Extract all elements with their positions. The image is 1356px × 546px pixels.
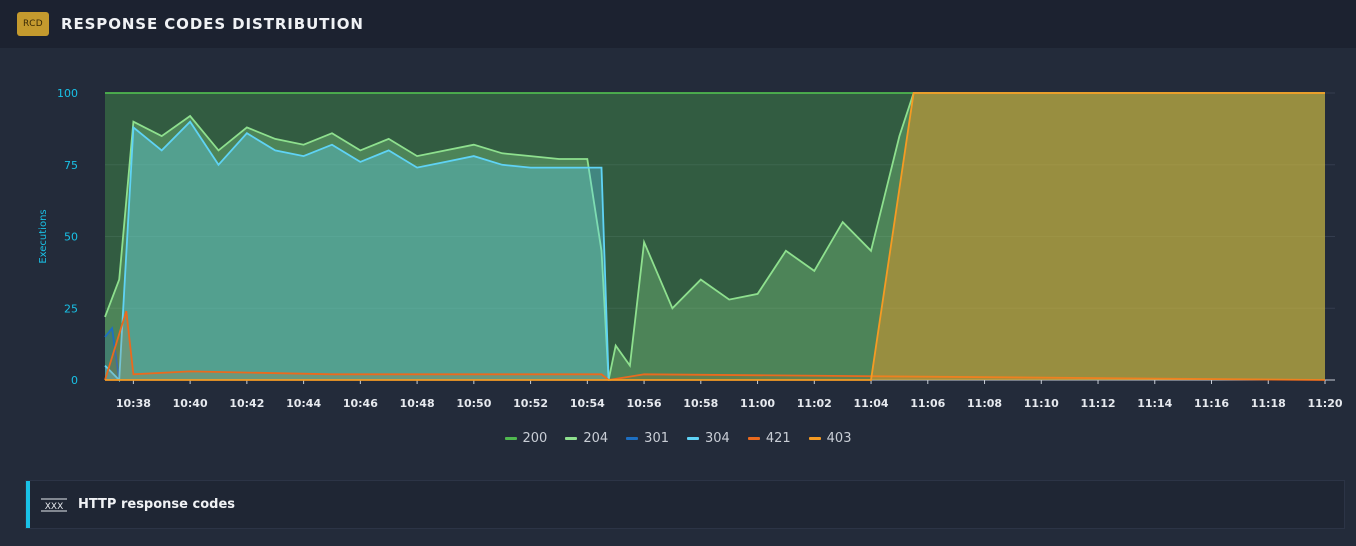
rcd-badge: RCD bbox=[17, 12, 49, 36]
legend-label: 421 bbox=[765, 430, 791, 446]
series-line-301 bbox=[104, 326, 121, 381]
y-tick-label: 50 bbox=[64, 231, 78, 244]
info-label: HTTP response codes bbox=[78, 497, 236, 512]
x-tick-label: 11:18 bbox=[1251, 397, 1286, 410]
x-tick-label: 11:14 bbox=[1137, 397, 1172, 410]
legend-swatch bbox=[504, 436, 517, 440]
chart-legend: 200 204 301 304 421 403 bbox=[0, 430, 1356, 446]
x-tick-label: 11:08 bbox=[967, 397, 1002, 410]
series-area-304 bbox=[105, 121, 609, 380]
legend-swatch bbox=[747, 436, 760, 440]
x-tick-label: 10:42 bbox=[229, 397, 264, 410]
legend-item-204[interactable]: 204 bbox=[565, 430, 608, 446]
x-tick-label: 10:58 bbox=[683, 397, 718, 410]
legend-swatch bbox=[626, 436, 639, 440]
series-line-204 bbox=[104, 92, 1325, 381]
x-tick-label: 11:04 bbox=[854, 397, 889, 410]
y-tick-label: 75 bbox=[64, 159, 78, 172]
y-tick-label: 0 bbox=[71, 374, 78, 387]
x-tick-label: 11:12 bbox=[1081, 397, 1116, 410]
legend-label: 200 bbox=[522, 430, 548, 446]
series-area-204 bbox=[105, 93, 1325, 380]
legend-label: 301 bbox=[644, 430, 669, 446]
legend-swatch bbox=[687, 436, 699, 440]
series-area-421 bbox=[105, 311, 1325, 380]
legend-item-421[interactable]: 421 bbox=[747, 430, 791, 446]
x-tick-label: 10:48 bbox=[400, 397, 435, 410]
x-tick-label: 11:00 bbox=[740, 397, 775, 410]
series-line-421 bbox=[104, 310, 1326, 381]
y-axis-label: Executions bbox=[38, 209, 49, 263]
x-tick-label: 10:52 bbox=[513, 397, 548, 410]
info-panel: XXX HTTP response codes bbox=[25, 480, 1345, 529]
legend-label: 403 bbox=[826, 430, 852, 446]
y-tick-label: 25 bbox=[64, 302, 78, 315]
xxx-icon: XXX bbox=[40, 497, 68, 513]
panel-title: RESPONSE CODES DISTRIBUTION bbox=[61, 15, 364, 33]
legend-item-304[interactable]: 304 bbox=[687, 430, 730, 446]
series-line-304 bbox=[104, 120, 610, 383]
response-codes-chart: 0 25 50 75 100 10:38 10:40 10:42 10:44 10:46 10:48… bbox=[38, 87, 1343, 410]
legend-item-403[interactable]: 403 bbox=[808, 430, 852, 446]
x-tick-label: 10:46 bbox=[343, 397, 378, 410]
legend-label: 204 bbox=[583, 430, 609, 446]
x-tick-label: 10:40 bbox=[173, 397, 208, 410]
y-tick-label: 100 bbox=[57, 87, 78, 100]
x-tick-label: 10:56 bbox=[627, 397, 662, 410]
info-accent-bar bbox=[26, 481, 30, 528]
legend-swatch bbox=[565, 436, 578, 440]
series-area-200 bbox=[105, 93, 1325, 380]
legend-item-301[interactable]: 301 bbox=[626, 430, 669, 446]
legend-item-200[interactable]: 200 bbox=[504, 430, 548, 446]
x-tick-label: 11:16 bbox=[1194, 397, 1229, 410]
series-area-403 bbox=[105, 93, 1325, 380]
x-tick-label: 10:50 bbox=[456, 397, 491, 410]
x-tick-label: 11:02 bbox=[797, 397, 832, 410]
svg-text:XXX: XXX bbox=[45, 502, 64, 512]
x-tick-label: 11:20 bbox=[1307, 397, 1342, 410]
panel-header: RCD RESPONSE CODES DISTRIBUTION bbox=[0, 0, 1356, 48]
x-tick-label: 10:54 bbox=[570, 397, 605, 410]
x-tick-label: 10:38 bbox=[116, 397, 151, 410]
legend-swatch bbox=[808, 436, 821, 440]
series-line-403 bbox=[105, 92, 1325, 381]
x-tick-label: 11:06 bbox=[910, 397, 945, 410]
x-tick-label: 10:44 bbox=[286, 397, 321, 410]
legend-label: 304 bbox=[705, 430, 730, 446]
x-tick-label: 11:10 bbox=[1024, 397, 1059, 410]
